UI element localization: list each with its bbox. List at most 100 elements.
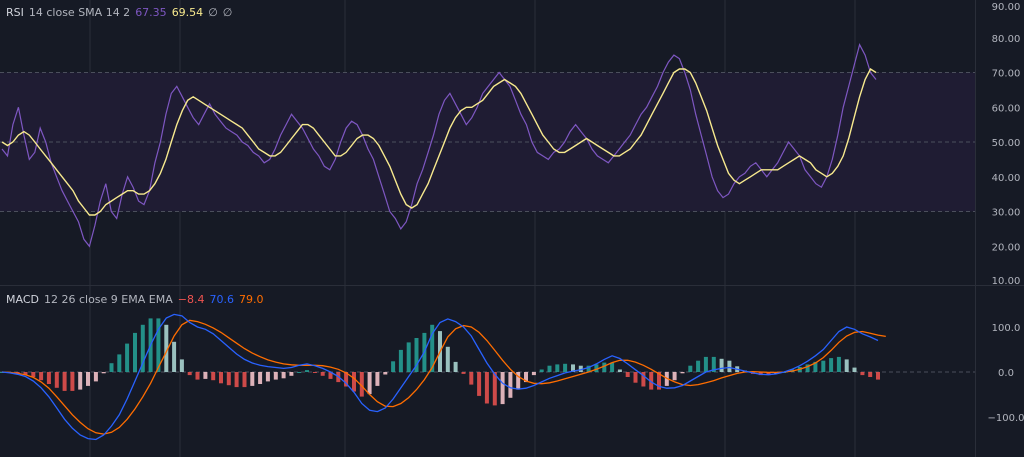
macd-legend-signal-value: 79.0: [238, 293, 264, 306]
macd-histogram-bar: [15, 372, 20, 374]
macd-histogram-bar: [641, 372, 646, 387]
macd-histogram-bar: [508, 372, 513, 398]
macd-histogram-bar: [680, 372, 685, 374]
macd-axis-tick: 0.0: [998, 368, 1014, 379]
macd-histogram-bar: [179, 359, 184, 372]
rsi-axis-tick: 80.00: [992, 34, 1021, 45]
macd-histogram-bar: [868, 372, 873, 377]
macd-histogram-bar: [375, 372, 380, 386]
macd-histogram-bar: [46, 372, 51, 384]
macd-histogram-bar: [711, 356, 716, 372]
macd-histogram-bar: [187, 372, 192, 376]
macd-legend-hist-value: −8.4: [177, 293, 205, 306]
macd-histogram-bar: [359, 372, 364, 397]
macd-histogram-bar: [805, 364, 810, 372]
macd-histogram-bar: [86, 372, 90, 386]
macd-histogram-bar: [211, 372, 216, 381]
macd-histogram-bar: [398, 349, 403, 372]
macd-histogram-bar: [578, 365, 583, 372]
macd-histogram-bar: [320, 372, 325, 376]
macd-histogram-bar: [273, 372, 278, 380]
macd-histogram-bar: [484, 372, 489, 404]
macd-histogram-bar: [156, 318, 161, 372]
macd-histogram-bar: [766, 372, 771, 376]
macd-histogram-bar: [617, 369, 622, 372]
macd-histogram-bar: [672, 372, 677, 381]
macd-histogram-bar: [93, 372, 98, 382]
macd-histogram-bar: [610, 362, 615, 372]
macd-histogram-bar: [758, 372, 763, 376]
macd-histogram-bar: [813, 361, 818, 372]
rsi-axis-tick: 90.00: [992, 2, 1021, 13]
macd-histogram-bar: [117, 354, 122, 372]
macd-legend-params: 12 26 close 9 EMA EMA: [43, 293, 173, 306]
macd-histogram-bar: [492, 372, 497, 406]
macd-histogram-bar: [164, 324, 169, 373]
macd-histogram-bar: [31, 372, 36, 377]
macd-histogram-bar: [219, 372, 223, 384]
rsi-legend-params: 14 close SMA 14 2: [28, 6, 131, 19]
macd-histogram-bar: [625, 372, 630, 377]
macd-histogram-bar: [54, 372, 59, 388]
macd-histogram-bar: [539, 369, 544, 372]
rsi-axis-tick: 70.00: [992, 69, 1021, 80]
rsi-legend[interactable]: RSI 14 close SMA 14 2 67.35 69.54 ∅ ∅: [6, 6, 232, 19]
macd-histogram-bar: [242, 372, 247, 388]
macd-histogram-bar: [500, 372, 505, 405]
macd-histogram-bar: [289, 372, 294, 376]
macd-histogram-bar: [445, 346, 450, 372]
macd-histogram-bar: [258, 372, 263, 384]
macd-histogram-bar: [547, 365, 552, 372]
macd-histogram-bar: [633, 372, 638, 383]
rsi-legend-extra-1: ∅: [208, 6, 218, 19]
macd-histogram-bar: [344, 372, 349, 387]
macd-histogram-bar: [414, 338, 419, 372]
macd-histogram-bar: [305, 370, 309, 372]
macd-histogram-bar: [250, 372, 255, 386]
macd-histogram-bar: [312, 372, 317, 373]
macd-axis-tick: −100.0: [987, 413, 1024, 424]
macd-histogram-bar: [586, 365, 591, 372]
macd-line: [1, 313, 879, 441]
macd-histogram-bar: [281, 372, 286, 379]
rsi-legend-value: 67.35: [135, 6, 167, 19]
macd-histogram-bar: [195, 372, 200, 380]
macd-histogram-bar: [297, 372, 302, 373]
rsi-legend-extra-2: ∅: [222, 6, 233, 19]
rsi-sma-line: [1, 67, 877, 216]
macd-legend-macd-value: 70.6: [209, 293, 234, 306]
macd-histogram-bar: [226, 372, 231, 386]
rsi-axis-tick: 30.00: [992, 208, 1021, 219]
macd-histogram-bar: [383, 372, 388, 375]
macd-axis-tick: 100.0: [992, 323, 1021, 334]
macd-histogram-bar: [453, 361, 458, 372]
macd-histogram-bar: [602, 362, 607, 372]
macd-histogram-bar: [328, 372, 333, 379]
macd-histogram-bar: [657, 372, 661, 390]
macd-histogram-bar: [555, 364, 560, 372]
macd-histogram-bar: [406, 342, 411, 372]
macd-histogram-bar: [649, 372, 654, 390]
macd-histogram-bar: [62, 372, 67, 391]
rsi-axis-tick: 50.00: [992, 138, 1021, 149]
macd-histogram-bar: [571, 364, 575, 372]
rsi-axis-tick: 40.00: [992, 173, 1021, 184]
macd-histogram-bar: [430, 324, 435, 373]
macd-legend[interactable]: MACD 12 26 close 9 EMA EMA −8.4 70.6 79.…: [6, 293, 263, 306]
macd-histogram-bar: [23, 372, 28, 375]
macd-histogram-bar: [203, 372, 208, 379]
macd-histogram-bar: [109, 363, 114, 372]
macd-histogram-bar: [234, 372, 239, 388]
macd-histogram-bar: [516, 372, 521, 390]
rsi-axis-tick: 10.00: [992, 276, 1021, 287]
macd-histogram-bar: [524, 372, 528, 383]
macd-histogram-bar: [469, 372, 474, 385]
macd-histogram-bar: [531, 372, 536, 376]
macd-histogram-bar: [688, 365, 693, 372]
macd-histogram-bar: [391, 361, 396, 372]
macd-histogram-bar: [703, 356, 708, 372]
macd-histogram-bar: [477, 372, 482, 396]
macd-histogram-bar: [352, 372, 356, 392]
